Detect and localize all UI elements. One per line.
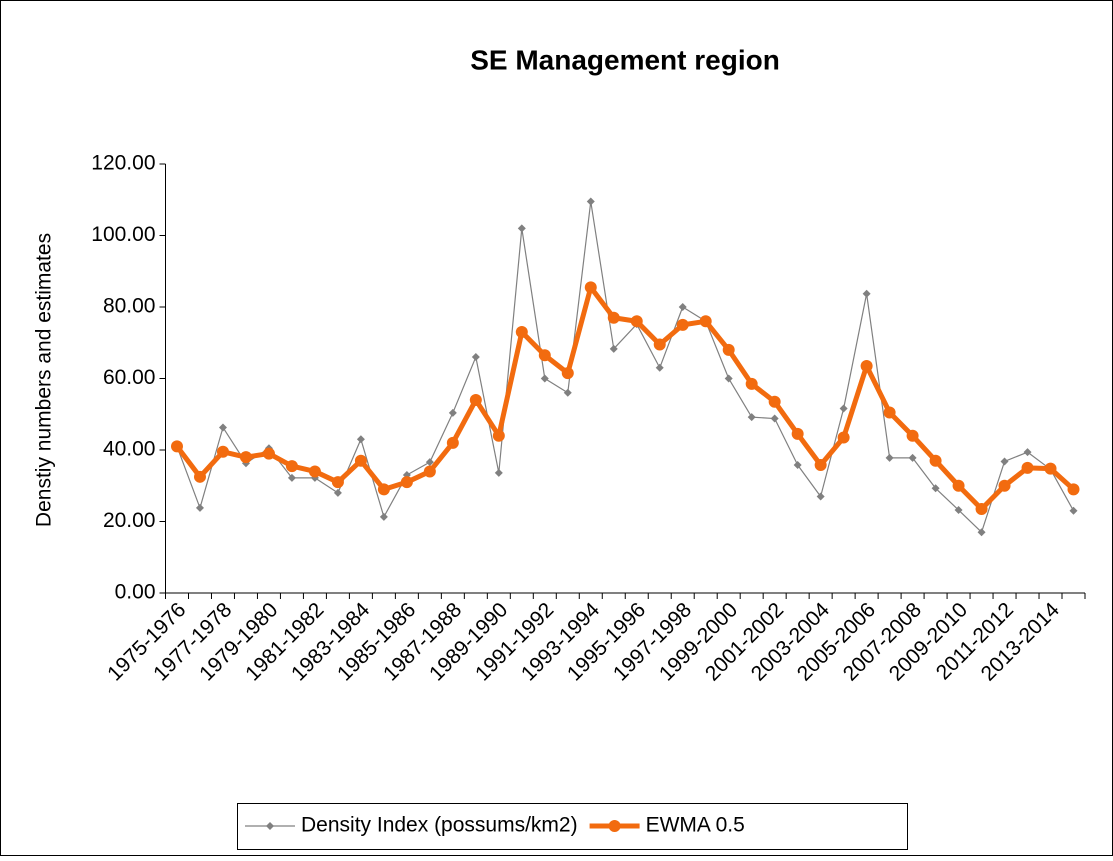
- marker: [586, 197, 595, 206]
- legend: Density Index (possums/km2) EWMA 0.5: [237, 803, 908, 850]
- marker: [356, 435, 365, 444]
- marker: [770, 414, 779, 423]
- marker: [655, 363, 664, 372]
- marker: [814, 459, 827, 472]
- marker: [816, 492, 825, 501]
- marker: [446, 436, 459, 449]
- marker: [860, 359, 873, 372]
- marker: [678, 303, 687, 311]
- chart-title: SE Management region: [470, 44, 780, 75]
- marker: [170, 440, 183, 453]
- y-tick-label: 80.00: [103, 295, 156, 318]
- marker: [885, 453, 894, 462]
- y-tick-label: 120.00: [91, 152, 155, 175]
- marker: [609, 344, 618, 353]
- marker: [423, 465, 436, 478]
- y-axis-title: Denstiy numbers and estimates: [33, 233, 56, 527]
- marker: [195, 503, 204, 512]
- marker: [931, 484, 940, 493]
- marker: [975, 502, 988, 515]
- marker: [287, 473, 296, 482]
- marker: [425, 458, 434, 467]
- marker: [333, 488, 342, 497]
- marker: [563, 388, 572, 397]
- marker: [1044, 462, 1057, 475]
- marker: [676, 318, 689, 331]
- y-tick-label: 0.00: [115, 581, 156, 604]
- legend-marker: [608, 820, 621, 832]
- marker: [540, 374, 549, 383]
- marker: [954, 506, 963, 515]
- marker: [471, 353, 480, 362]
- marker: [839, 404, 848, 413]
- marker: [1023, 448, 1032, 457]
- marker: [724, 374, 733, 383]
- marker: [494, 468, 503, 477]
- y-tick-label: 20.00: [103, 509, 156, 532]
- marker: [837, 431, 850, 444]
- marker: [448, 408, 457, 417]
- marker: [561, 367, 574, 380]
- marker: [538, 349, 551, 362]
- y-tick-label: 40.00: [103, 438, 156, 461]
- marker: [377, 483, 390, 496]
- marker: [906, 429, 919, 442]
- marker: [1069, 506, 1078, 515]
- marker: [584, 281, 597, 294]
- marker: [331, 476, 344, 489]
- marker: [883, 406, 896, 419]
- marker: [791, 427, 804, 440]
- marker: [239, 451, 252, 464]
- marker: [745, 377, 758, 390]
- marker: [492, 429, 505, 442]
- marker: [952, 479, 965, 492]
- marker: [1067, 483, 1080, 496]
- marker: [515, 326, 528, 339]
- marker: [308, 465, 321, 478]
- legend-marker: [266, 822, 274, 830]
- marker: [977, 528, 986, 537]
- marker: [793, 461, 802, 470]
- marker: [630, 315, 643, 328]
- marker: [908, 453, 917, 462]
- y-tick-label: 100.00: [91, 223, 155, 246]
- y-tick-label: 60.00: [103, 366, 156, 389]
- marker: [929, 454, 942, 467]
- marker: [193, 470, 206, 483]
- marker: [607, 311, 620, 324]
- marker: [379, 512, 388, 521]
- marker: [653, 338, 666, 351]
- marker: [768, 395, 781, 408]
- marker: [400, 476, 413, 489]
- marker: [699, 315, 712, 328]
- series-line: [175, 284, 1076, 512]
- marker: [216, 445, 229, 458]
- legend-box: [237, 803, 908, 850]
- marker: [469, 393, 482, 406]
- marker: [998, 479, 1011, 492]
- marker: [262, 447, 275, 460]
- marker: [747, 413, 756, 422]
- marker: [285, 460, 298, 473]
- marker: [354, 454, 367, 467]
- marker: [722, 343, 735, 356]
- series-line: [176, 200, 1075, 533]
- marker: [1021, 461, 1034, 474]
- legend-label: EWMA 0.5: [646, 814, 745, 837]
- marker: [1000, 457, 1009, 466]
- marker: [862, 289, 871, 298]
- marker: [218, 423, 227, 432]
- legend-label: Density Index (possums/km2): [301, 814, 578, 837]
- marker: [517, 224, 526, 233]
